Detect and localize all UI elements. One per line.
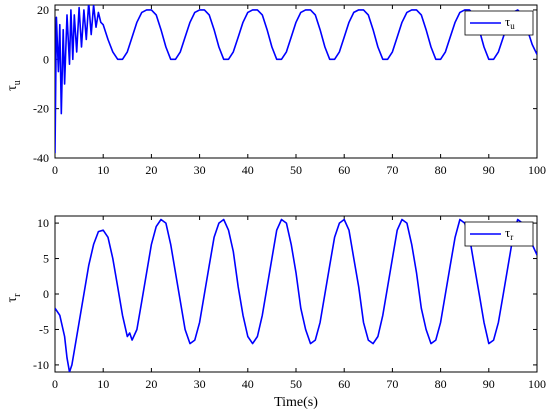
- x-tick-label: 10: [97, 163, 109, 177]
- x-tick-label: 80: [435, 163, 447, 177]
- y-tick-label: -40: [33, 151, 49, 165]
- x-tick-label: 0: [52, 163, 58, 177]
- x-tick-label: 90: [483, 163, 495, 177]
- x-tick-label: 70: [386, 377, 398, 391]
- y-axis-label: τr: [5, 293, 23, 303]
- x-tick-label: 50: [290, 377, 302, 391]
- x-tick-label: 20: [145, 163, 157, 177]
- chart-tau-r: 0 10 20 30 40 50 60 70 80 90 1001050-5-10τrTime(s)…: [5, 215, 546, 410]
- x-tick-label: 80: [435, 377, 447, 391]
- legend-label: τr: [505, 225, 513, 242]
- x-tick-label: 0: [52, 377, 58, 391]
- y-tick-label: 5: [43, 252, 49, 266]
- x-tick-label: 100: [528, 377, 546, 391]
- y-tick-label: -5: [39, 322, 49, 336]
- y-axis-label: τu: [5, 80, 23, 91]
- y-tick-label: -10: [33, 358, 49, 372]
- y-tick-label: 20: [37, 3, 49, 17]
- y-tick-label: 0: [43, 52, 49, 66]
- x-axis-label: Time(s): [274, 395, 318, 410]
- x-tick-label: 50: [290, 163, 302, 177]
- x-tick-label: 40: [242, 163, 254, 177]
- y-tick-label: -20: [33, 102, 49, 116]
- x-tick-label: 100: [528, 163, 546, 177]
- x-tick-label: 60: [338, 377, 350, 391]
- x-tick-label: 70: [386, 163, 398, 177]
- x-tick-label: 20: [145, 377, 157, 391]
- x-tick-label: 40: [242, 377, 254, 391]
- y-tick-label: 10: [37, 216, 49, 230]
- x-tick-label: 30: [194, 377, 206, 391]
- series-line: [55, 5, 537, 154]
- x-tick-label: 10: [97, 377, 109, 391]
- chart-tau-u: 0 10 20 30 40 50 60 70 80 90 100 20 0 -20 -40 τu τu: [5, 3, 546, 177]
- legend-label: τu: [505, 14, 515, 31]
- y-tick-label: 0: [43, 287, 49, 301]
- x-tick-label: 30: [194, 163, 206, 177]
- x-tick-label: 60: [338, 163, 350, 177]
- series-line: [55, 218, 537, 372]
- x-tick-label: 90: [483, 377, 495, 391]
